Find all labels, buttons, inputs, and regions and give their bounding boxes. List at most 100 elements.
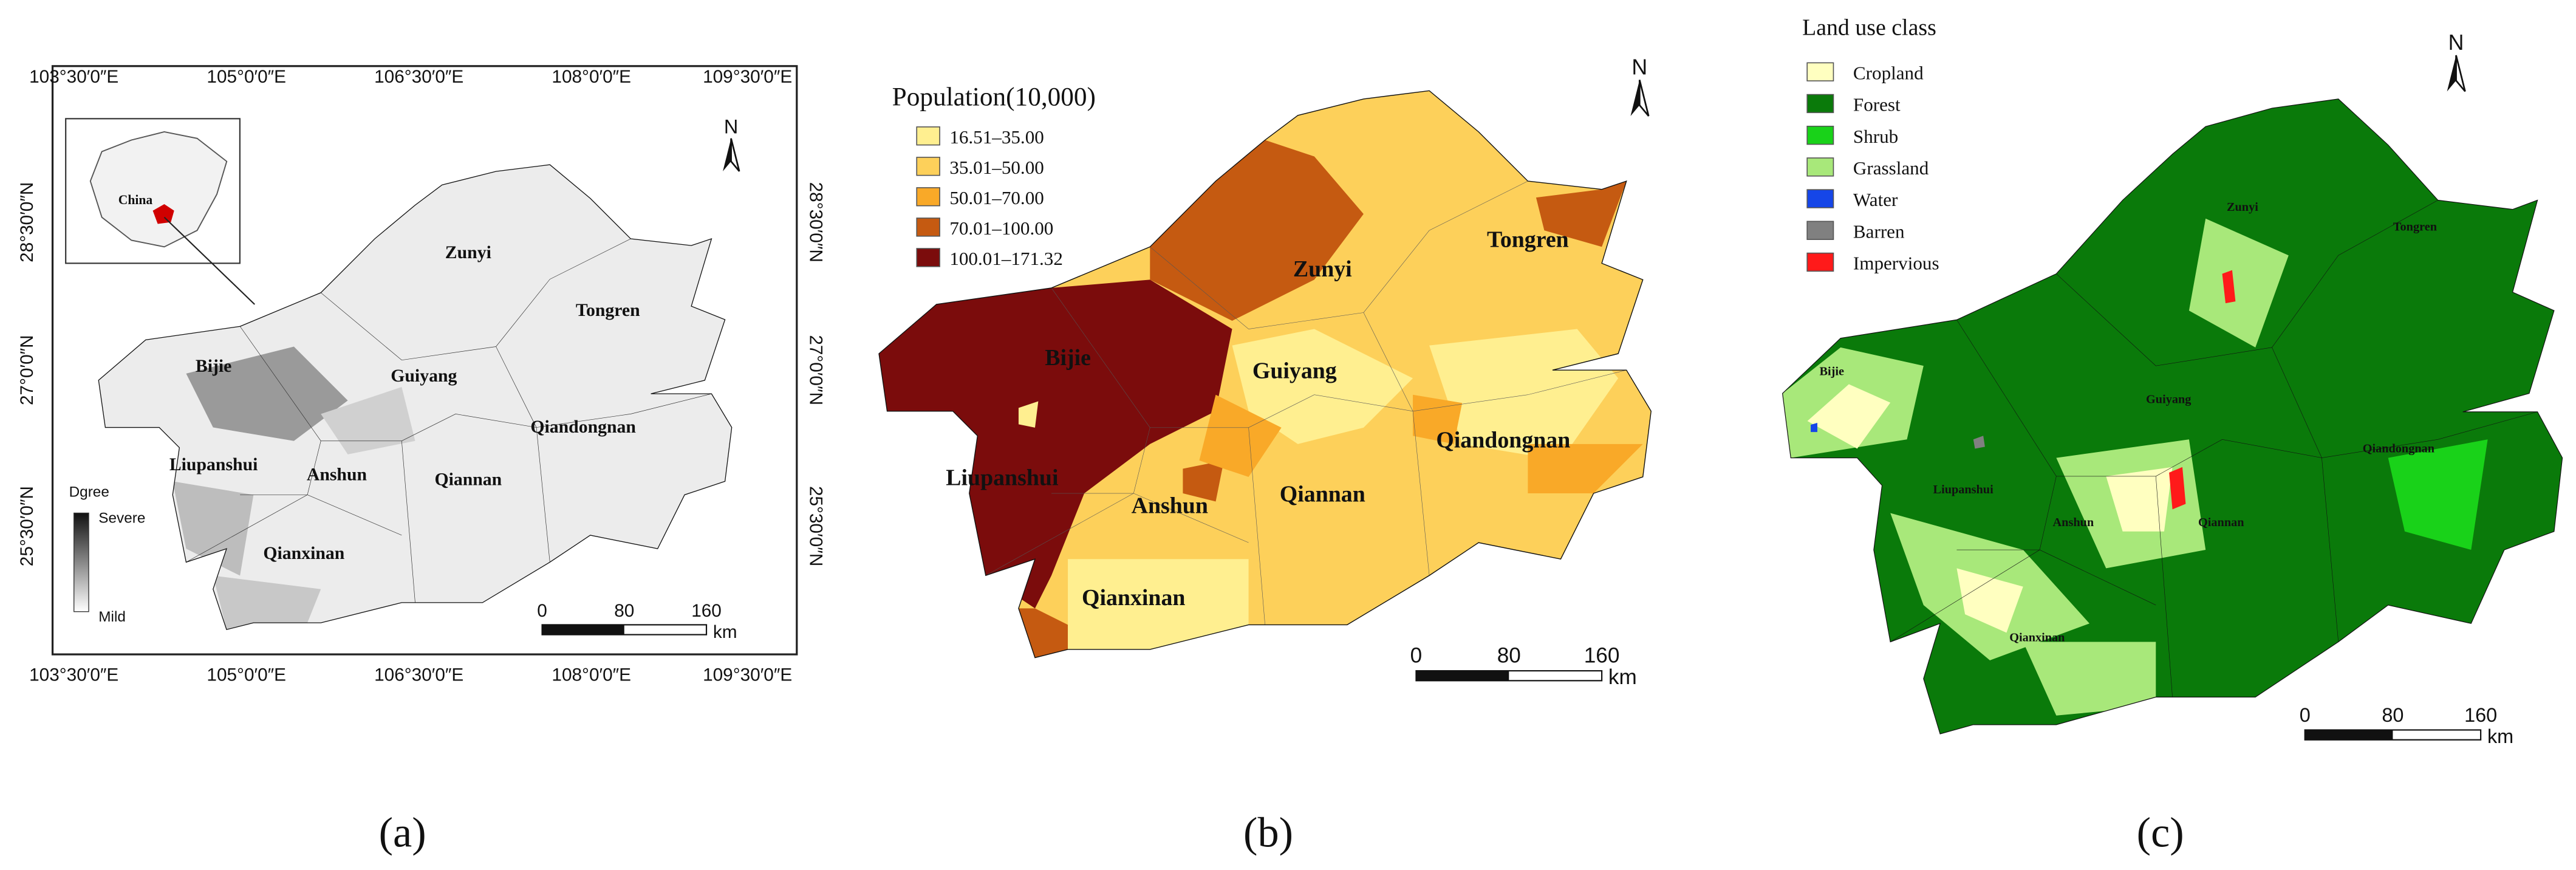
region <box>1429 329 1619 461</box>
district-border <box>401 441 415 603</box>
place-name: Qianxinan <box>1082 585 1185 611</box>
legend-label: Shrub <box>1853 126 1898 147</box>
lat-label: 27°0′0″N <box>805 335 825 405</box>
district-border <box>1364 312 1413 411</box>
lon-label: 109°30′0″E <box>703 67 792 87</box>
legend-label: Cropland <box>1853 62 1924 83</box>
legend-label: 16.51–35.00 <box>949 126 1044 148</box>
district-border <box>2056 200 2438 366</box>
china-outline <box>89 131 228 248</box>
region <box>1183 460 1225 502</box>
leader-line <box>163 216 255 305</box>
north-arrow <box>2447 55 2456 92</box>
lat-label: 27°0′0″N <box>17 335 37 405</box>
place-name: Tongren <box>576 300 640 320</box>
place-name: Guiyang <box>1252 358 1337 384</box>
region <box>186 346 348 441</box>
place-name: Liupanshui <box>946 465 1058 490</box>
province-outline <box>98 165 731 629</box>
legend-swatch <box>1806 125 1834 145</box>
region <box>1232 329 1413 444</box>
north-label: N <box>2448 30 2464 55</box>
map-a <box>98 165 731 629</box>
province-fill <box>98 165 732 630</box>
lat-label: 25°30′0″N <box>805 486 825 566</box>
scale-bar <box>1416 671 1509 681</box>
region <box>2169 467 2186 510</box>
scale-label: 0 <box>537 601 547 621</box>
place-name: Qiandongnan <box>1436 427 1570 453</box>
place-name: Guiyang <box>2146 392 2191 406</box>
legend-label: Barren <box>1853 221 1905 242</box>
north-arrow <box>2455 55 2466 92</box>
place-name: Qiannan <box>434 469 502 489</box>
place-name: Zunyi <box>445 242 491 262</box>
scale-label: 160 <box>2464 704 2497 726</box>
legend-swatch <box>1806 94 1834 114</box>
district-border <box>2040 550 2156 605</box>
place-name: Bijie <box>196 356 232 376</box>
legend-label: Water <box>1853 189 1898 210</box>
province-outline <box>1783 99 2563 734</box>
legend-label: 70.01–100.00 <box>949 217 1053 239</box>
region <box>1811 423 1817 433</box>
region <box>1956 568 2023 633</box>
place-name: Qianxinan <box>2009 631 2065 644</box>
region <box>1973 436 1985 449</box>
region <box>1068 559 1249 649</box>
map-b <box>879 91 1651 657</box>
scale-label: 160 <box>1584 644 1620 668</box>
district-border <box>2272 348 2321 458</box>
region <box>1528 444 1643 494</box>
district-border <box>986 493 1133 575</box>
scale-label: 160 <box>691 601 722 621</box>
place-name: Guiyang <box>391 366 457 386</box>
legend-title: Land use class <box>1802 15 1936 40</box>
legend-swatch <box>1806 189 1834 208</box>
legend-swatch <box>1806 62 1834 81</box>
patches <box>879 140 1643 658</box>
legend-label: 35.01–50.00 <box>949 157 1044 178</box>
place-name: Liupanshui <box>169 454 258 474</box>
scale-label: 80 <box>1497 644 1521 668</box>
north-label: N <box>1631 55 1647 80</box>
scale-label: 80 <box>614 601 634 621</box>
region <box>321 387 415 454</box>
inset-label: China <box>118 193 153 207</box>
north-arrow <box>1638 80 1650 117</box>
lat-label: 25°30′0″N <box>17 486 37 566</box>
legend-swatch <box>1806 157 1834 177</box>
legend-swatch <box>916 248 940 267</box>
region <box>879 279 1232 609</box>
district-border <box>2321 458 2338 642</box>
scale-label: 0 <box>2300 704 2311 726</box>
legend-swatch <box>916 126 940 146</box>
region <box>2222 270 2236 304</box>
scale-unit: km <box>713 622 737 642</box>
place-name: Bijie <box>1819 365 1844 378</box>
district-border <box>321 239 630 360</box>
north-arrow <box>730 138 740 172</box>
legend-label: 50.01–70.00 <box>949 187 1044 208</box>
region <box>1413 394 1463 444</box>
scale-label: 80 <box>2382 704 2403 726</box>
panel-label: (a) <box>379 809 426 857</box>
place-name: Tongren <box>1487 227 1569 252</box>
panel-label: (c) <box>2137 809 2184 857</box>
lon-label: 105°0′0″E <box>207 665 286 685</box>
region <box>1199 394 1282 477</box>
panel-label: (b) <box>1243 809 1293 857</box>
district-border <box>186 495 307 562</box>
place-name: Qianxinan <box>263 543 344 563</box>
scale-bar <box>542 625 624 635</box>
lat-label: 28°30′0″N <box>805 182 825 262</box>
legend-low: Mild <box>98 609 126 625</box>
legend-swatch <box>1806 252 1834 272</box>
guizhou-marker <box>152 204 174 224</box>
scale-bar <box>2304 730 2393 740</box>
place-name: Liupanshui <box>1933 483 1994 496</box>
region <box>2388 439 2488 550</box>
district-border <box>1249 428 1265 625</box>
place-name: Tongren <box>2393 220 2437 233</box>
